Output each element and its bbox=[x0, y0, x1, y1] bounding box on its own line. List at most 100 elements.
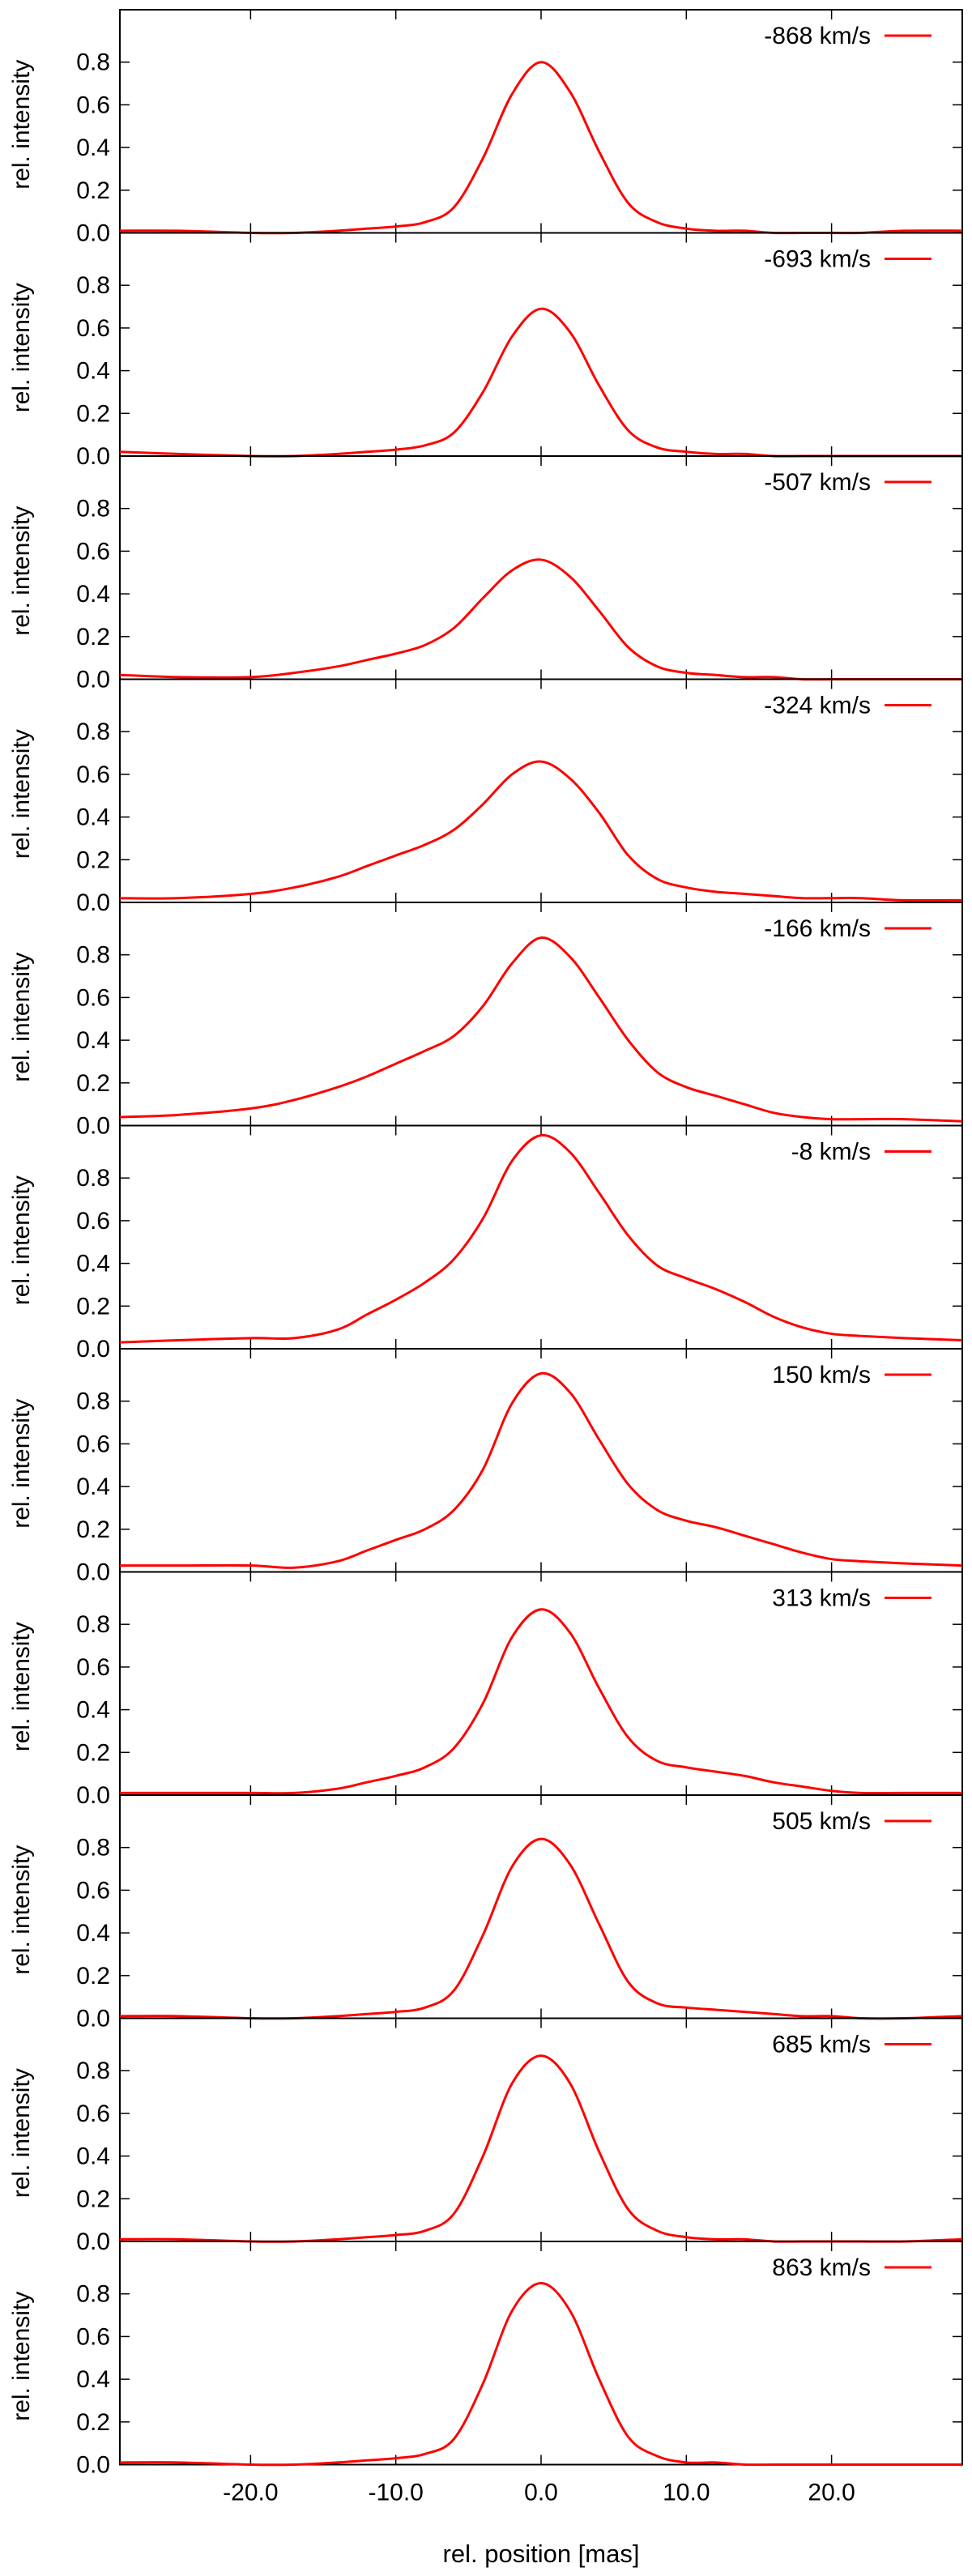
y-tick-label: 0.6 bbox=[76, 1431, 110, 1457]
series-line bbox=[120, 1608, 962, 1795]
panel-8: 0.0 0.2 0.4 0.6 0.8 rel. intensity 313 km/s bbox=[8, 1571, 963, 1809]
y-tick-label: 0.4 bbox=[76, 581, 110, 608]
legend: -693 km/s bbox=[764, 246, 932, 273]
y-axis-label: rel. intensity bbox=[8, 1175, 35, 1305]
y-tick-label: 0.2 bbox=[76, 847, 110, 873]
y-tick-label: 0.2 bbox=[76, 400, 110, 427]
y-tick-label: 0.4 bbox=[76, 2143, 110, 2170]
y-tick-label: 0.8 bbox=[76, 1835, 110, 1862]
legend: 150 km/s bbox=[772, 1362, 932, 1388]
y-tick-label: 0.6 bbox=[76, 1877, 110, 1904]
y-axis-label: rel. intensity bbox=[8, 2292, 35, 2421]
series-line bbox=[119, 1371, 963, 1569]
panel-1: 0.0 0.2 0.4 0.6 0.8 rel. intensity -868 km/s bbox=[8, 9, 963, 247]
y-axis-label: rel. intensity bbox=[8, 60, 35, 190]
y-tick-label: 0.4 bbox=[76, 804, 110, 831]
legend: -507 km/s bbox=[764, 469, 932, 496]
y-tick-label: 0.6 bbox=[76, 2323, 110, 2350]
x-tick-label: 0.0 bbox=[524, 2480, 558, 2506]
y-tick-label: 0.6 bbox=[76, 538, 110, 565]
y-tick-label: 0.4 bbox=[76, 1920, 110, 1947]
y-axis-label: rel. intensity bbox=[8, 729, 35, 859]
legend-label: 313 km/s bbox=[772, 1585, 871, 1612]
y-tick-label: 0.0 bbox=[76, 2228, 110, 2255]
series-line bbox=[119, 558, 962, 681]
legend: -166 km/s bbox=[764, 915, 932, 942]
legend: 863 km/s bbox=[772, 2254, 932, 2281]
legend-label: -324 km/s bbox=[764, 693, 871, 719]
panel-5: 0.0 0.2 0.4 0.6 0.8 rel. intensity -166 km/s bbox=[8, 902, 963, 1140]
y-tick-label: 0.0 bbox=[76, 1336, 110, 1363]
series-line bbox=[119, 307, 962, 458]
x-tick-label: -20.0 bbox=[223, 2480, 278, 2506]
y-tick-label: 0.8 bbox=[76, 272, 110, 299]
series-line bbox=[119, 1133, 963, 1344]
y-tick-label: 0.8 bbox=[76, 1165, 110, 1192]
y-tick-label: 0.4 bbox=[76, 134, 110, 161]
y-tick-label: 0.8 bbox=[76, 719, 110, 745]
y-axis-label: rel. intensity bbox=[8, 283, 35, 412]
legend: -8 km/s bbox=[791, 1139, 932, 1166]
y-tick-label: 0.2 bbox=[76, 624, 110, 650]
series-line bbox=[119, 61, 963, 235]
y-axis-label: rel. intensity bbox=[8, 953, 35, 1082]
y-tick-label: 0.0 bbox=[76, 667, 110, 693]
legend-label: 863 km/s bbox=[772, 2254, 871, 2281]
y-tick-label: 0.6 bbox=[76, 92, 110, 118]
legend-label: -8 km/s bbox=[791, 1139, 871, 1166]
y-tick-label: 0.0 bbox=[76, 1559, 110, 1586]
y-tick-label: 0.2 bbox=[76, 1293, 110, 1320]
y-tick-label: 0.2 bbox=[76, 177, 110, 204]
series-line bbox=[119, 936, 963, 1123]
y-tick-label: 0.0 bbox=[76, 220, 110, 247]
y-tick-label: 0.6 bbox=[76, 984, 110, 1011]
y-tick-label: 0.8 bbox=[76, 49, 110, 76]
legend-label: 685 km/s bbox=[772, 2032, 871, 2058]
legend-label: -868 km/s bbox=[764, 23, 871, 49]
y-tick-label: 0.8 bbox=[76, 1611, 110, 1638]
y-tick-label: 0.2 bbox=[76, 1070, 110, 1097]
y-tick-label: 0.6 bbox=[76, 315, 110, 342]
legend: 313 km/s bbox=[772, 1585, 932, 1612]
panel-3: 0.0 0.2 0.4 0.6 0.8 rel. intensity -507 km/s bbox=[8, 455, 963, 693]
y-tick-label: 0.2 bbox=[76, 2409, 110, 2436]
x-tick-label: -10.0 bbox=[368, 2480, 423, 2506]
y-tick-label: 0.2 bbox=[76, 1963, 110, 1990]
y-tick-label: 0.8 bbox=[76, 496, 110, 522]
y-tick-label: 0.6 bbox=[76, 2100, 110, 2127]
y-tick-label: 0.4 bbox=[76, 2366, 110, 2393]
legend-label: -693 km/s bbox=[764, 246, 871, 273]
series-line bbox=[119, 1837, 963, 2020]
y-tick-label: 0.8 bbox=[76, 1388, 110, 1415]
series-line bbox=[119, 760, 963, 902]
y-tick-label: 0.0 bbox=[76, 2006, 110, 2032]
legend-label: 150 km/s bbox=[772, 1362, 871, 1388]
y-tick-label: 0.4 bbox=[76, 1251, 110, 1277]
y-tick-label: 0.0 bbox=[76, 1113, 110, 1140]
legend-label: 505 km/s bbox=[772, 1808, 871, 1835]
y-axis-label: rel. intensity bbox=[8, 1622, 35, 1751]
y-tick-label: 0.0 bbox=[76, 1782, 110, 1809]
panel-10: 0.0 0.2 0.4 0.6 0.8 rel. intensity 685 km/s bbox=[8, 2017, 963, 2255]
y-tick-label: 0.2 bbox=[76, 2186, 110, 2212]
series-line bbox=[119, 2054, 963, 2243]
y-tick-label: 0.8 bbox=[76, 2281, 110, 2308]
legend-label: -507 km/s bbox=[764, 469, 871, 496]
y-tick-label: 0.2 bbox=[76, 1516, 110, 1543]
y-tick-label: 0.6 bbox=[76, 1654, 110, 1681]
x-axis-label: rel. position [mas] bbox=[443, 2540, 640, 2568]
y-tick-label: 0.8 bbox=[76, 2058, 110, 2084]
panel-4: 0.0 0.2 0.4 0.6 0.8 rel. intensity -324 km/s bbox=[8, 678, 963, 916]
legend: -324 km/s bbox=[764, 693, 932, 719]
panel-9: 0.0 0.2 0.4 0.6 0.8 rel. intensity 505 km/s bbox=[8, 1794, 963, 2032]
legend: 685 km/s bbox=[772, 2032, 932, 2058]
series-line bbox=[119, 2282, 962, 2467]
y-tick-label: 0.0 bbox=[76, 889, 110, 916]
y-tick-label: 0.4 bbox=[76, 1027, 110, 1054]
x-tick-label: 10.0 bbox=[663, 2480, 710, 2506]
y-axis-label: rel. intensity bbox=[8, 506, 35, 636]
y-tick-label: 0.0 bbox=[76, 2452, 110, 2479]
legend: -868 km/s bbox=[764, 23, 932, 49]
